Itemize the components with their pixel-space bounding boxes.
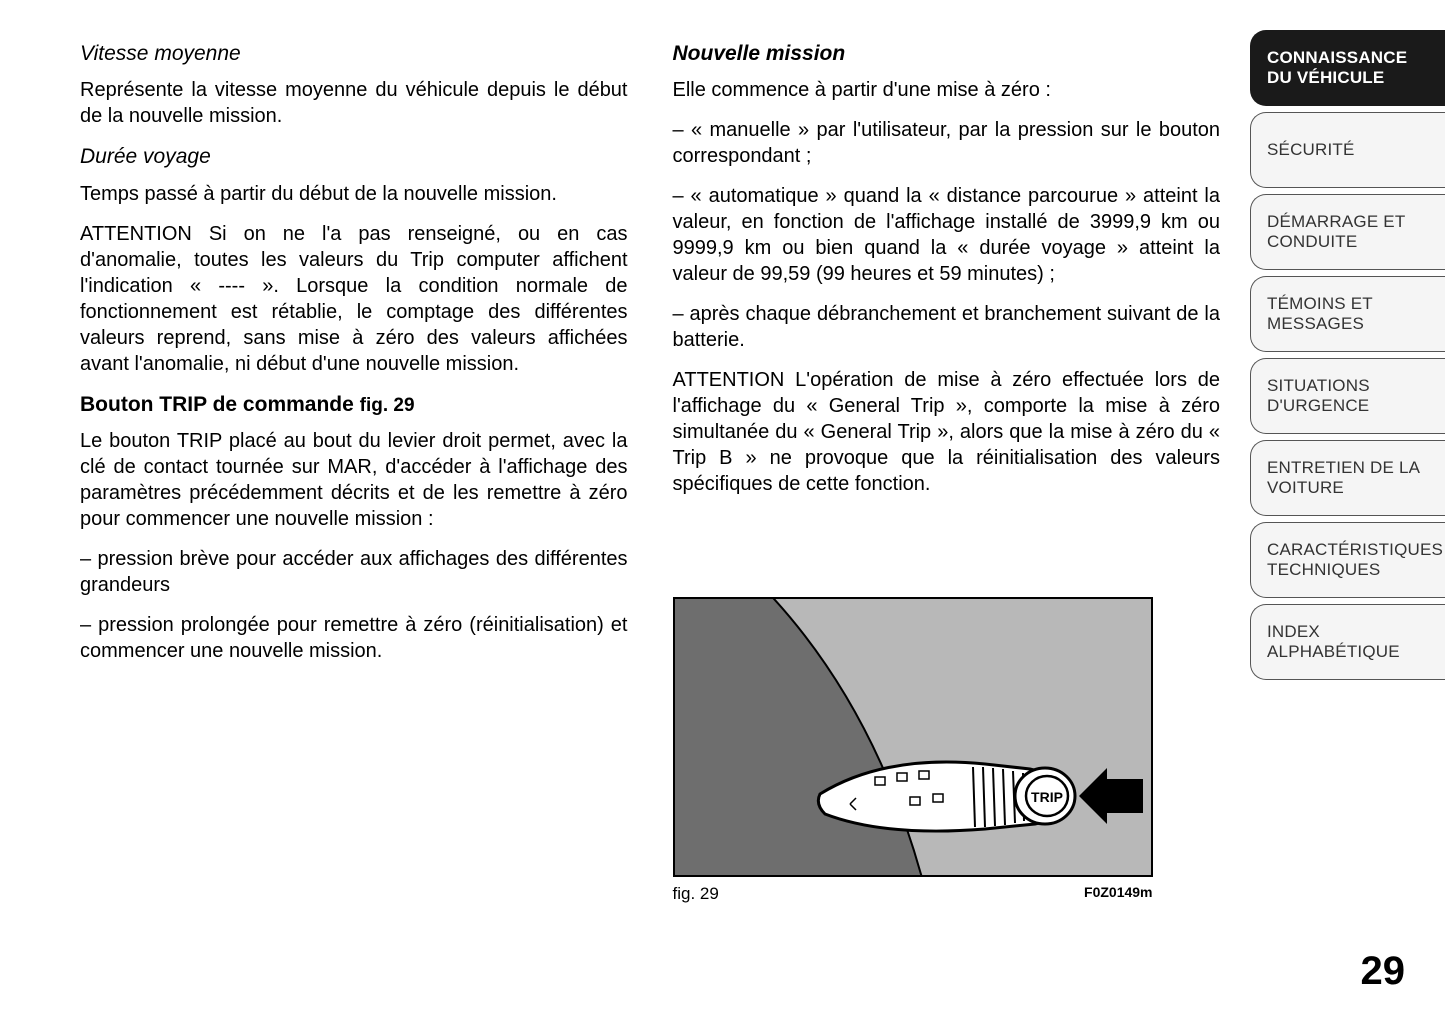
para-attention: ATTENTION Si on ne l'a pas renseigné, ou… xyxy=(80,221,628,377)
tab-label: INDEX ALPHABÉTIQUE xyxy=(1267,622,1433,661)
para: – « manuelle » par l'utilisateur, par la… xyxy=(673,117,1221,169)
tab-securite[interactable]: SÉCURITÉ xyxy=(1250,112,1445,188)
figure-image: TRIP xyxy=(673,597,1153,877)
left-column: Vitesse moyenne Représente la vitesse mo… xyxy=(80,40,628,999)
heading-bouton-trip: Bouton TRIP de commande fig. 29 xyxy=(80,391,628,419)
para: Temps passé à partir du début de la nouv… xyxy=(80,181,628,207)
heading-text: Bouton TRIP de commande xyxy=(80,393,360,416)
dashboard-panel xyxy=(675,599,925,877)
tab-caracteristiques-techniques[interactable]: CARACTÉRISTIQUES TECHNIQUES xyxy=(1250,522,1445,598)
tab-label: CARACTÉRISTIQUES TECHNIQUES xyxy=(1267,540,1443,579)
para: – pression brève pour accéder aux affich… xyxy=(80,546,628,598)
heading-duree: Durée voyage xyxy=(80,143,628,170)
tab-entretien-voiture[interactable]: ENTRETIEN DE LA VOITURE xyxy=(1250,440,1445,516)
para: – après chaque débranchement et branchem… xyxy=(673,301,1221,353)
fig-reference: fig. 29 xyxy=(360,395,415,416)
tab-temoins-messages[interactable]: TÉMOINS ET MESSAGES xyxy=(1250,276,1445,352)
para-attention: ATTENTION L'opération de mise à zéro eff… xyxy=(673,367,1221,497)
trip-lever-illustration: TRIP xyxy=(675,599,1153,877)
tab-situations-urgence[interactable]: SITUATIONS D'URGENCE xyxy=(1250,358,1445,434)
para: Elle commence à partir d'une mise à zéro… xyxy=(673,77,1221,103)
tab-connaissance-vehicule[interactable]: CONNAISSANCE DU VÉHICULE xyxy=(1250,30,1445,106)
arrow-icon xyxy=(1079,768,1143,824)
right-column: Nouvelle mission Elle commence à partir … xyxy=(673,40,1221,999)
tab-label: TÉMOINS ET MESSAGES xyxy=(1267,294,1433,333)
para: Représente la vitesse moyenne du véhicul… xyxy=(80,77,628,129)
tab-demarrage-conduite[interactable]: DÉMARRAGE ET CONDUITE xyxy=(1250,194,1445,270)
page-number: 29 xyxy=(1361,949,1406,994)
para: Le bouton TRIP placé au bout du levier d… xyxy=(80,428,628,532)
tab-label: CONNAISSANCE DU VÉHICULE xyxy=(1267,48,1433,87)
tab-label: SITUATIONS D'URGENCE xyxy=(1267,376,1433,415)
chapter-tabs: CONNAISSANCE DU VÉHICULE SÉCURITÉ DÉMARR… xyxy=(1250,0,1445,1019)
figure-caption-row: fig. 29 F0Z0149m xyxy=(673,883,1153,905)
figure-code: F0Z0149m xyxy=(1084,883,1152,905)
manual-page: Vitesse moyenne Représente la vitesse mo… xyxy=(0,0,1445,1019)
figure-caption: fig. 29 xyxy=(673,883,719,905)
tab-label: DÉMARRAGE ET CONDUITE xyxy=(1267,212,1433,251)
tab-index-alphabetique[interactable]: INDEX ALPHABÉTIQUE xyxy=(1250,604,1445,680)
para: – « automatique » quand la « distance pa… xyxy=(673,183,1221,287)
heading-nouvelle-mission: Nouvelle mission xyxy=(673,40,1221,67)
tab-label: SÉCURITÉ xyxy=(1267,140,1355,160)
tab-label: ENTRETIEN DE LA VOITURE xyxy=(1267,458,1433,497)
heading-vitesse: Vitesse moyenne xyxy=(80,40,628,67)
content-area: Vitesse moyenne Représente la vitesse mo… xyxy=(0,0,1250,1019)
para: – pression prolongée pour remettre à zér… xyxy=(80,612,628,664)
trip-button-label: TRIP xyxy=(1031,789,1063,805)
figure-29: TRIP fig. 29 F0Z0149m xyxy=(673,597,1221,905)
